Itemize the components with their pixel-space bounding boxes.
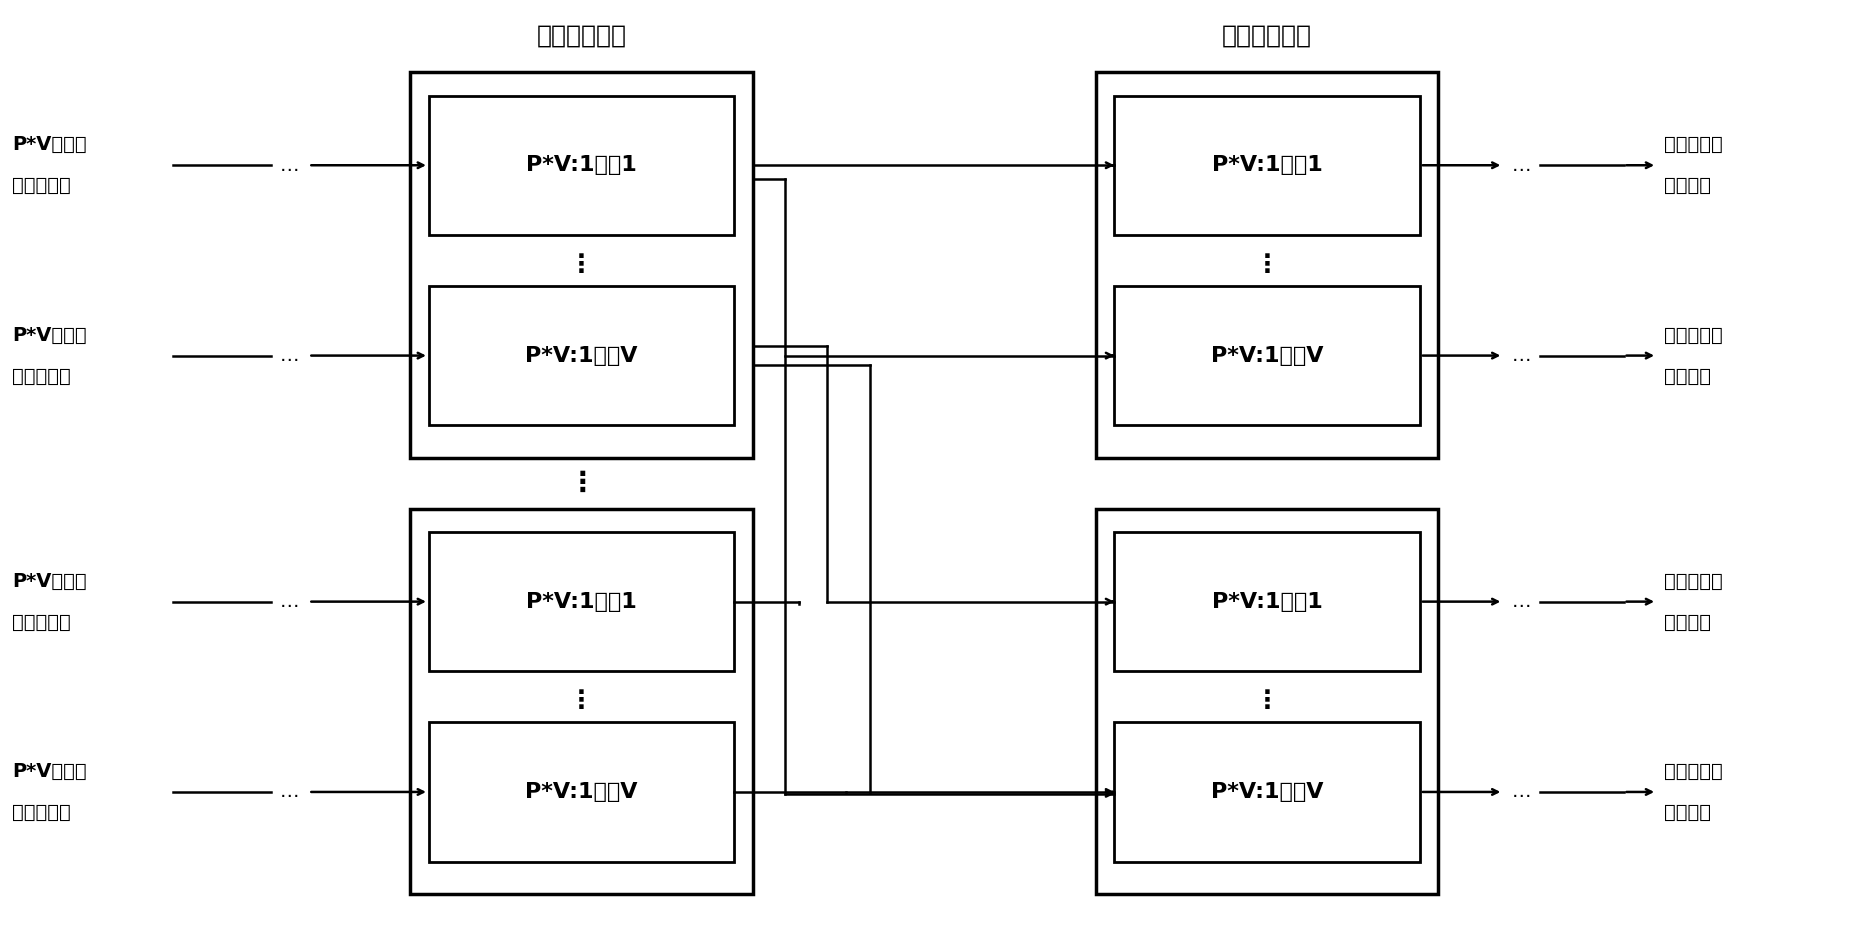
Text: P*V:1仲裁1: P*V:1仲裁1 bbox=[1211, 155, 1322, 176]
Text: 输入虚通道: 输入虚通道 bbox=[1664, 326, 1721, 345]
Text: …: … bbox=[1512, 592, 1530, 611]
Bar bbox=[410, 73, 752, 458]
Text: P*V:1仲裁V: P*V:1仲裁V bbox=[526, 782, 637, 802]
Text: …: … bbox=[280, 347, 299, 365]
Text: ⋮: ⋮ bbox=[568, 689, 594, 714]
Text: …: … bbox=[280, 592, 299, 611]
Text: ⋮: ⋮ bbox=[568, 253, 594, 277]
Bar bbox=[1114, 286, 1419, 425]
Text: 第二级仲裁器: 第二级仲裁器 bbox=[1222, 23, 1311, 48]
Text: 输入虚通道: 输入虚通道 bbox=[1664, 572, 1721, 590]
Bar bbox=[429, 95, 734, 234]
Text: ⋮: ⋮ bbox=[1253, 253, 1279, 277]
Text: 虚通道状态: 虚通道状态 bbox=[11, 803, 71, 822]
Text: 虚通道状态: 虚通道状态 bbox=[11, 177, 71, 195]
Text: 输入虚通道: 输入虚通道 bbox=[1664, 762, 1721, 781]
Bar bbox=[410, 509, 752, 894]
Bar bbox=[1096, 509, 1437, 894]
Text: …: … bbox=[1512, 347, 1530, 365]
Text: …: … bbox=[1512, 783, 1530, 801]
Text: 虚通道状态: 虚通道状态 bbox=[11, 613, 71, 631]
Text: P*V:1仲裁V: P*V:1仲裁V bbox=[1211, 782, 1322, 802]
Text: 虚通道状态: 虚通道状态 bbox=[11, 366, 71, 386]
Text: 第一级仲裁器: 第一级仲裁器 bbox=[537, 23, 626, 48]
Bar bbox=[1114, 532, 1419, 672]
Text: 应答信号: 应答信号 bbox=[1664, 613, 1710, 631]
Text: P*V个输出: P*V个输出 bbox=[11, 326, 87, 345]
Text: P*V个输出: P*V个输出 bbox=[11, 572, 87, 590]
Text: 输入虚通道: 输入虚通道 bbox=[1664, 135, 1721, 154]
Bar bbox=[429, 532, 734, 672]
Bar bbox=[1096, 73, 1437, 458]
Text: P*V:1仲裁1: P*V:1仲裁1 bbox=[1211, 591, 1322, 612]
Text: 应答信号: 应答信号 bbox=[1664, 177, 1710, 195]
Text: 应答信号: 应答信号 bbox=[1664, 366, 1710, 386]
Text: P*V:1仲裁V: P*V:1仲裁V bbox=[526, 346, 637, 365]
Text: P*V:1仲裁1: P*V:1仲裁1 bbox=[526, 155, 637, 176]
Text: P*V个输出: P*V个输出 bbox=[11, 762, 87, 781]
Text: …: … bbox=[280, 783, 299, 801]
Bar bbox=[1114, 722, 1419, 861]
Text: P*V个输出: P*V个输出 bbox=[11, 135, 87, 154]
Text: P*V:1仲裁1: P*V:1仲裁1 bbox=[526, 591, 637, 612]
Text: ⋮: ⋮ bbox=[568, 469, 596, 497]
Text: P*V:1仲裁V: P*V:1仲裁V bbox=[1211, 346, 1322, 365]
Bar bbox=[429, 286, 734, 425]
Text: …: … bbox=[280, 156, 299, 175]
Text: …: … bbox=[1512, 156, 1530, 175]
Bar bbox=[1114, 95, 1419, 234]
Bar bbox=[429, 722, 734, 861]
Text: 应答信号: 应答信号 bbox=[1664, 803, 1710, 822]
Text: ⋮: ⋮ bbox=[1253, 689, 1279, 714]
